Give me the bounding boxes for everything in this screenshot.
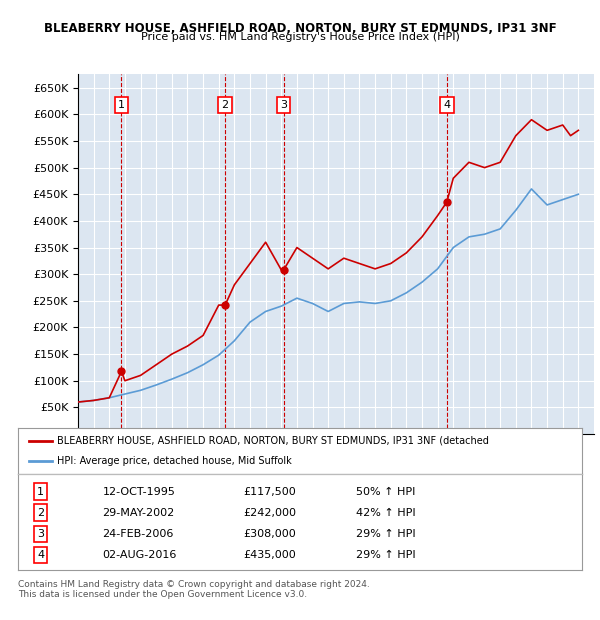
Text: 3: 3 [280, 100, 287, 110]
Text: Price paid vs. HM Land Registry's House Price Index (HPI): Price paid vs. HM Land Registry's House … [140, 32, 460, 42]
Text: 29-MAY-2002: 29-MAY-2002 [103, 508, 175, 518]
Text: 2: 2 [37, 508, 44, 518]
Text: £117,500: £117,500 [244, 487, 296, 497]
Text: BLEABERRY HOUSE, ASHFIELD ROAD, NORTON, BURY ST EDMUNDS, IP31 3NF: BLEABERRY HOUSE, ASHFIELD ROAD, NORTON, … [44, 22, 556, 35]
Text: £435,000: £435,000 [244, 550, 296, 560]
Text: BLEABERRY HOUSE, ASHFIELD ROAD, NORTON, BURY ST EDMUNDS, IP31 3NF (detached: BLEABERRY HOUSE, ASHFIELD ROAD, NORTON, … [58, 436, 490, 446]
Text: 2: 2 [221, 100, 229, 110]
Text: 29% ↑ HPI: 29% ↑ HPI [356, 529, 416, 539]
Text: 42% ↑ HPI: 42% ↑ HPI [356, 508, 416, 518]
Text: 12-OCT-1995: 12-OCT-1995 [103, 487, 175, 497]
Text: 4: 4 [37, 550, 44, 560]
Text: Contains HM Land Registry data © Crown copyright and database right 2024.
This d: Contains HM Land Registry data © Crown c… [18, 580, 370, 599]
Text: 50% ↑ HPI: 50% ↑ HPI [356, 487, 416, 497]
Text: HPI: Average price, detached house, Mid Suffolk: HPI: Average price, detached house, Mid … [58, 456, 292, 466]
Text: 1: 1 [118, 100, 125, 110]
Text: 24-FEB-2006: 24-FEB-2006 [103, 529, 174, 539]
Text: £242,000: £242,000 [244, 508, 296, 518]
Text: 1: 1 [37, 487, 44, 497]
Text: 3: 3 [37, 529, 44, 539]
Text: 4: 4 [443, 100, 450, 110]
Text: £308,000: £308,000 [244, 529, 296, 539]
Text: 02-AUG-2016: 02-AUG-2016 [103, 550, 177, 560]
Text: 29% ↑ HPI: 29% ↑ HPI [356, 550, 416, 560]
